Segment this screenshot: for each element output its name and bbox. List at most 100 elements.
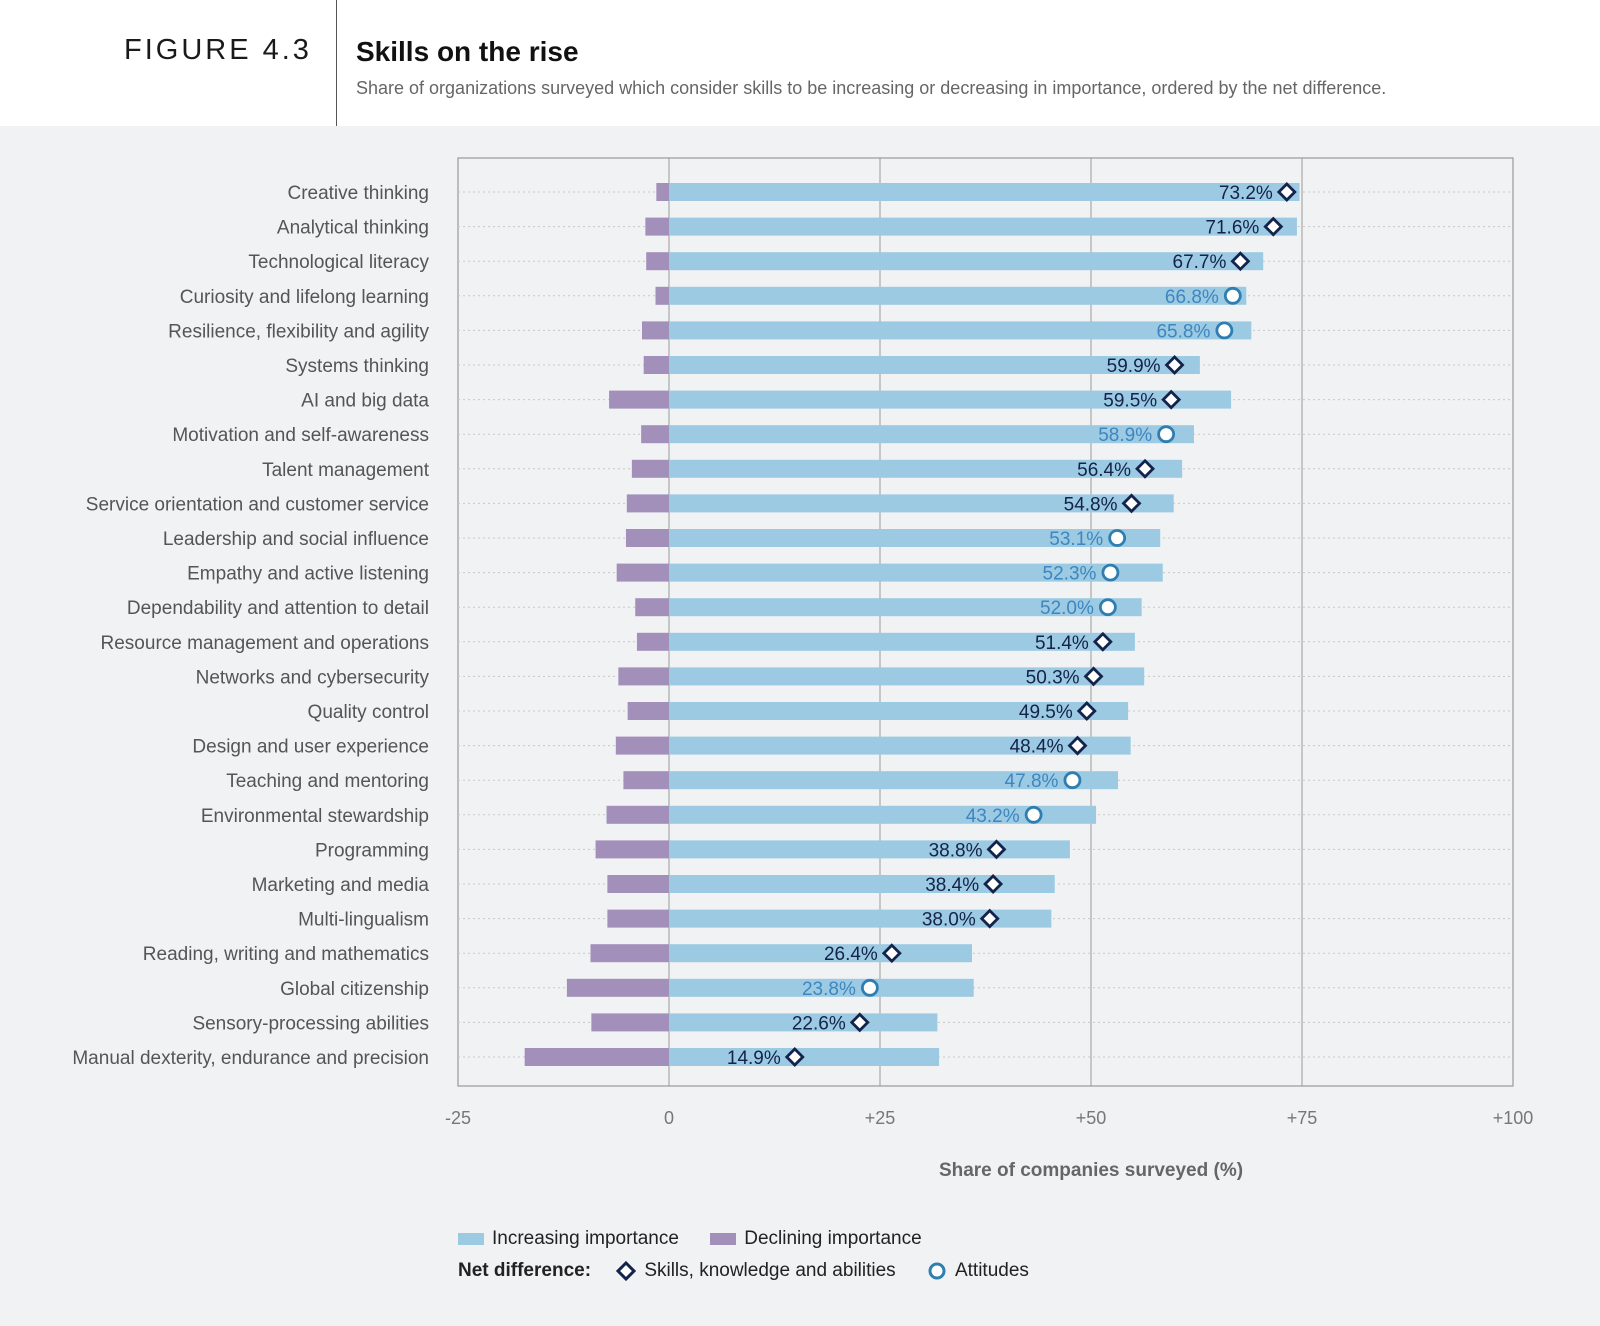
net-value-label: 43.2% [966, 806, 1020, 827]
increasing-bar [669, 217, 1297, 236]
legend-increasing-label: Increasing importance [492, 1228, 679, 1249]
declining-bar [636, 632, 669, 651]
net-value-label: 14.9% [727, 1048, 781, 1069]
declining-bar [641, 425, 669, 444]
net-value-label: 59.9% [1107, 356, 1161, 377]
declining-bar [566, 978, 669, 997]
net-value-label: 23.8% [802, 979, 856, 1000]
declining-bar [625, 529, 669, 547]
declining-bar [524, 1048, 669, 1066]
net-diamond-marker [983, 874, 1004, 894]
increasing-bar [669, 459, 1183, 478]
category-label: Motivation and self-awareness [172, 425, 429, 446]
declining-bar [607, 909, 669, 928]
net-circle-marker [1108, 529, 1127, 547]
increasing-bar [669, 356, 1200, 374]
net-value-label: 52.3% [1043, 564, 1097, 585]
declining-bar [655, 286, 669, 305]
declining-bar [646, 252, 669, 271]
increasing-bar [669, 944, 972, 963]
increasing-bar [669, 632, 1135, 651]
declining-bar [590, 944, 669, 963]
category-label: Service orientation and customer service [86, 494, 429, 515]
net-circle-marker [860, 978, 879, 997]
category-label: Multi-lingualism [298, 910, 429, 931]
declining-bar [591, 1013, 669, 1032]
net-value-label: 38.0% [922, 910, 976, 931]
declining-bar [615, 736, 669, 755]
net-value-label: 51.4% [1035, 633, 1089, 654]
legend-declining-label: Declining importance [744, 1228, 922, 1249]
net-value-label: 54.8% [1064, 494, 1118, 515]
net-circle-marker [1223, 286, 1242, 305]
category-label: Quality control [308, 702, 429, 723]
circle-icon [928, 1262, 946, 1280]
legend-declining: Declining importance [710, 1228, 922, 1250]
increasing-bar [669, 286, 1247, 305]
category-label: Reading, writing and mathematics [143, 944, 429, 965]
category-label: AI and big data [301, 391, 429, 412]
declining-bar [626, 494, 669, 513]
increasing-bar [669, 840, 1070, 859]
declining-bar [623, 771, 669, 790]
net-diamond-marker [1076, 701, 1097, 721]
category-label: Networks and cybersecurity [196, 667, 430, 688]
category-label: Technological literacy [248, 252, 429, 273]
increasing-swatch [458, 1232, 484, 1245]
declining-bar [606, 805, 669, 824]
declining-bar [618, 667, 669, 686]
legend-attitudes: Attitudes [927, 1260, 1029, 1282]
category-label: Environmental stewardship [201, 806, 429, 827]
increasing-bar [669, 771, 1119, 790]
chart-subtitle: Share of organizations surveyed which co… [356, 78, 1387, 98]
declining-bar [595, 840, 669, 859]
net-value-label: 47.8% [1005, 771, 1059, 792]
net-circle-marker [1215, 321, 1234, 340]
increasing-bar [669, 425, 1194, 444]
net-diamond-marker [1067, 735, 1088, 756]
net-diamond-marker [849, 1012, 870, 1033]
declining-bar [616, 563, 669, 582]
increasing-bar [669, 736, 1131, 755]
net-diamond-marker [1276, 182, 1297, 202]
net-circle-marker [1098, 598, 1117, 617]
net-circle-marker [1101, 563, 1120, 582]
x-tick-label: +75 [1287, 1108, 1318, 1128]
category-label: Teaching and mentoring [226, 771, 429, 792]
category-label: Dependability and attention to detail [127, 598, 429, 619]
x-tick-label: -25 [445, 1108, 471, 1128]
legend-attitudes-label: Attitudes [954, 1260, 1029, 1281]
net-value-label: 53.1% [1049, 529, 1103, 550]
category-label: Creative thinking [287, 183, 429, 204]
x-axis-title: Share of companies surveyed (%) [939, 1160, 1243, 1181]
declining-bar [641, 321, 669, 340]
net-diamond-marker [1230, 251, 1251, 272]
declining-bar [635, 598, 669, 617]
category-label: Talent management [262, 460, 430, 481]
figure-label: FIGURE 4.3 [124, 34, 312, 66]
net-value-label: 49.5% [1019, 702, 1073, 723]
x-tick-label: +25 [865, 1108, 896, 1128]
net-value-label: 56.4% [1077, 460, 1131, 481]
category-label: Manual dexterity, endurance and precisio… [72, 1048, 429, 1069]
header-divider [336, 0, 337, 126]
net-diamond-marker [1161, 389, 1182, 410]
chart-title: Skills on the rise [356, 36, 579, 67]
increasing-bar [669, 529, 1161, 547]
net-diamond-marker [1092, 631, 1113, 652]
increasing-bar [669, 252, 1264, 271]
increasing-bar [669, 978, 974, 997]
increasing-bar [669, 494, 1174, 513]
net-circle-marker [1063, 771, 1082, 790]
legend-skills: Skills, knowledge and abilities [616, 1260, 896, 1282]
declining-bar [631, 459, 669, 478]
net-diamond-marker [1121, 493, 1142, 514]
net-value-label: 59.5% [1103, 391, 1157, 412]
net-value-label: 38.8% [929, 840, 983, 861]
increasing-bar [669, 1013, 938, 1032]
net-diamond-marker [979, 908, 1000, 929]
category-label: Design and user experience [192, 737, 429, 758]
increasing-bar [669, 702, 1129, 720]
net-diamond-marker [881, 943, 902, 964]
increasing-bar [669, 563, 1163, 582]
